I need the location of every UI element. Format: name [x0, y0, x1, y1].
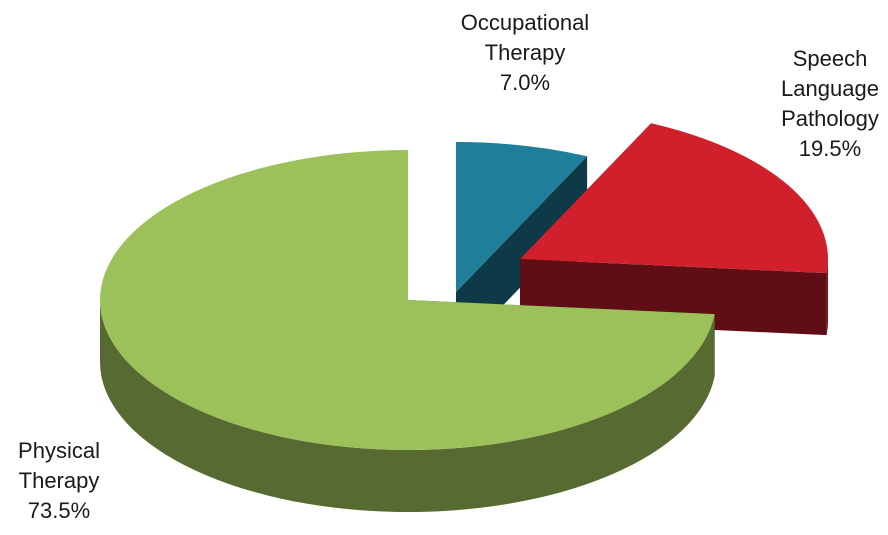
slice-label: Speech Language Pathology 19.5%: [740, 44, 880, 164]
value-label: 7.0%: [499, 70, 551, 95]
pie-slice: [99, 150, 715, 450]
slice-side: [100, 300, 715, 512]
slice-label: Physical Therapy 73.5%: [4, 436, 114, 526]
slice-side: [826, 259, 828, 336]
category-label: Occupational Therapy: [460, 10, 590, 65]
pie-slice: [520, 123, 828, 274]
category-label: Speech Language Pathology: [781, 46, 879, 131]
value-label: 19.5%: [798, 136, 862, 161]
value-label: 73.5%: [27, 498, 91, 523]
category-label: Physical Therapy: [18, 438, 100, 493]
pie-slice: [456, 142, 588, 292]
slice-label: Occupational Therapy 7.0%: [420, 8, 630, 98]
